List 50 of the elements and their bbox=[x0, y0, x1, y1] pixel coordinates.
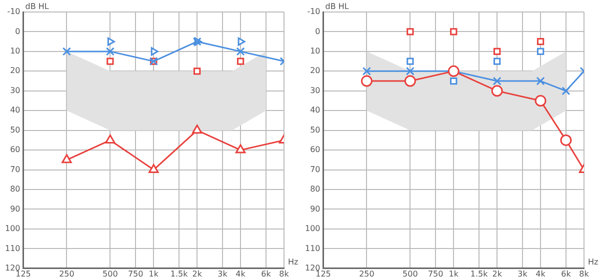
x-tick-label: 8k bbox=[279, 269, 290, 278]
y-tick-label: -10 bbox=[307, 7, 320, 16]
y-tick-label: 20 bbox=[310, 66, 320, 76]
x-tick-label: 4k bbox=[536, 269, 546, 278]
y-tick-label: 60 bbox=[310, 145, 320, 154]
x-tick-label: 1k bbox=[448, 269, 459, 278]
x-tick-label: 8k bbox=[579, 269, 590, 278]
y-tick-label: -10 bbox=[7, 7, 20, 16]
x-tick-label: 6k bbox=[561, 269, 572, 278]
y-tick-label: 100 bbox=[304, 224, 320, 234]
y-tick-label: 80 bbox=[310, 184, 320, 194]
x-tick-label: 250 bbox=[59, 269, 74, 278]
y-tick-label: 70 bbox=[10, 164, 20, 174]
x-tick-label: 3k bbox=[518, 269, 528, 278]
y-axis-title: dB HL bbox=[325, 2, 350, 12]
y-tick-label: 90 bbox=[10, 204, 20, 214]
x-tick-label: 1k bbox=[148, 269, 159, 278]
y-tick-label: 50 bbox=[310, 125, 320, 134]
y-tick-label: 0 bbox=[15, 26, 20, 36]
y-tick-label: 110 bbox=[304, 244, 320, 253]
x-tick-label: 500 bbox=[402, 269, 418, 278]
y-tick-label: 10 bbox=[310, 46, 320, 56]
y-tick-label: 40 bbox=[310, 106, 320, 115]
y-tick-label: 20 bbox=[10, 66, 20, 76]
x-tick-label: 2k bbox=[492, 269, 502, 278]
y-tick-label: 70 bbox=[310, 164, 320, 174]
y-tick-label: 40 bbox=[10, 106, 20, 115]
y-tick-label: 0 bbox=[315, 26, 320, 36]
y-tick-label: 10 bbox=[10, 46, 20, 56]
x-tick-label: 2k bbox=[192, 269, 202, 278]
x-tick-label: 4k bbox=[236, 269, 246, 278]
y-tick-label: 110 bbox=[4, 244, 20, 253]
y-tick-label: 30 bbox=[10, 86, 20, 95]
y-tick-label: 80 bbox=[10, 184, 20, 194]
x-tick-label: 3k bbox=[218, 269, 228, 278]
y-tick-label: 50 bbox=[10, 125, 20, 134]
x-tick-label: 250 bbox=[359, 269, 374, 278]
y-tick-label: 90 bbox=[310, 204, 320, 214]
y-axis-title: dB HL bbox=[25, 2, 50, 12]
x-tick-label: 6k bbox=[261, 269, 272, 278]
y-tick-label: 30 bbox=[310, 86, 320, 95]
x-axis-title: Hz bbox=[588, 257, 598, 266]
x-tick-label: 750 bbox=[128, 269, 144, 278]
y-tick-label: 60 bbox=[10, 145, 20, 154]
y-tick-label: 100 bbox=[4, 224, 20, 234]
x-tick-label: 750 bbox=[428, 269, 444, 278]
x-tick-label: 1.5k bbox=[170, 269, 188, 278]
x-axis-title: Hz bbox=[288, 257, 298, 266]
x-tick-label: 1.5k bbox=[470, 269, 488, 278]
x-tick-label: 500 bbox=[102, 269, 118, 278]
